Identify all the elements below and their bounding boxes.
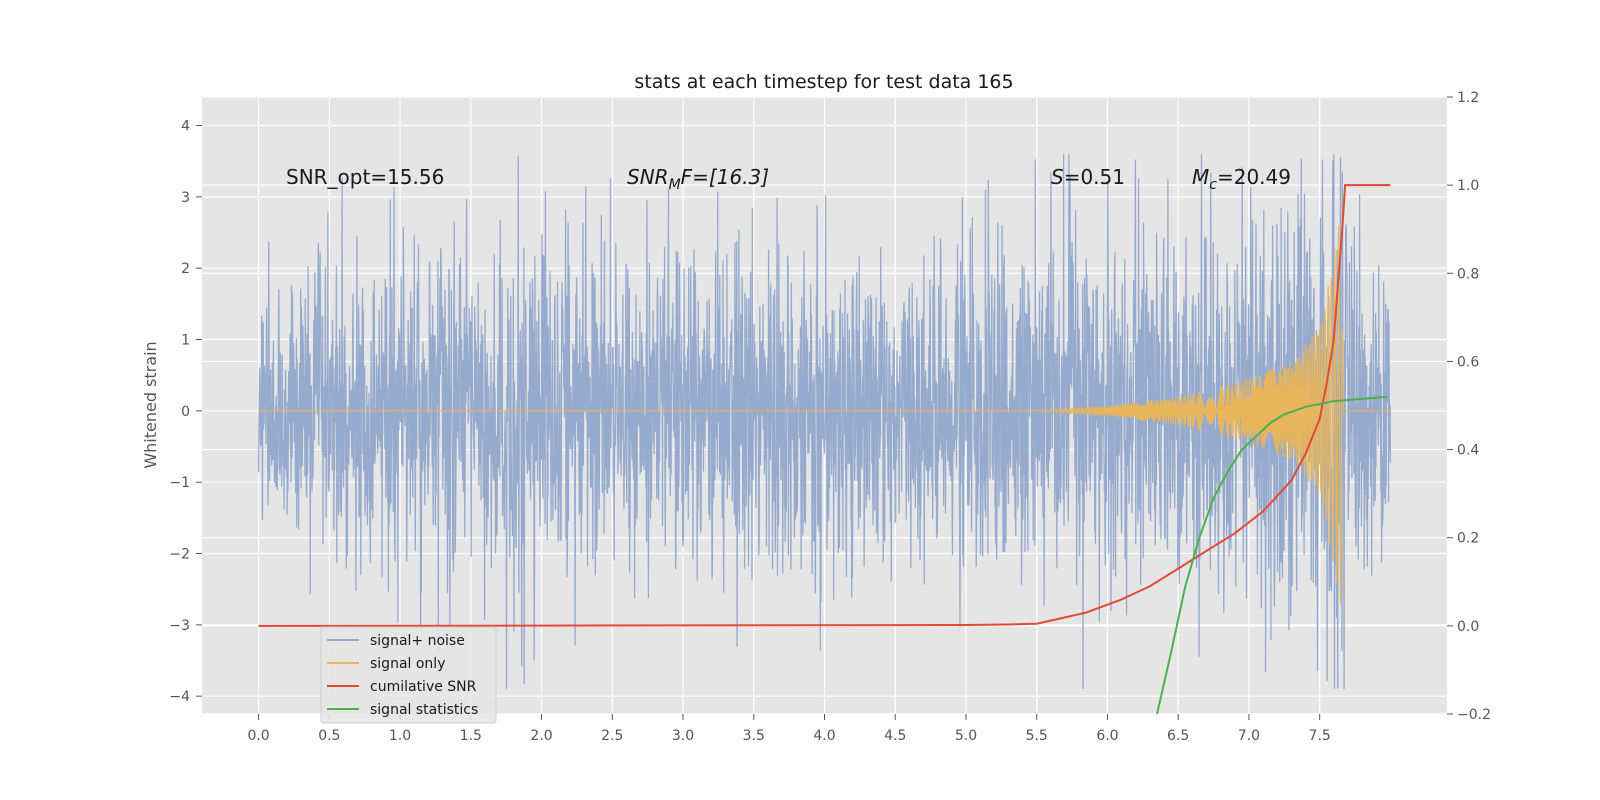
- y-tick-label: −2: [169, 547, 190, 563]
- x-tick-label: 4.5: [884, 728, 906, 744]
- legend-label-snr: cumilative SNR: [370, 679, 477, 695]
- legend-label-statistics: signal statistics: [370, 702, 478, 718]
- x-tick-label: 1.5: [460, 728, 482, 744]
- x-tick-label: 0.5: [318, 728, 340, 744]
- signal-only-trace: [258, 225, 1391, 604]
- y-tick-label: −1: [169, 475, 190, 491]
- annotation-mc: Mc=20.49: [1192, 165, 1291, 193]
- signal-statistics-line: [1156, 395, 1388, 715]
- annotation-snr-opt: SNR_opt=15.56: [286, 165, 444, 189]
- x-tick-label: 5.0: [955, 728, 977, 744]
- x-tick-label: 0.0: [247, 728, 269, 744]
- signal-noise-trace: [257, 154, 1392, 690]
- legend: signal+ noise signal only cumilative SNR…: [320, 626, 497, 724]
- x-tick-label: 5.5: [1026, 728, 1048, 744]
- y-tick-label: −3: [169, 618, 190, 634]
- x-tick-label: 7.0: [1238, 728, 1260, 744]
- axis-ticks: 4 3 2 1 0 −1 −2 −3 −4 1.2 1.0 0.8 0.6 0.4 0.2 0.0 −0.2 0.…: [169, 90, 1491, 744]
- y2-tick-label: 0.8: [1457, 266, 1479, 282]
- annotation-snr-mf: SNRMF=[16.3]: [627, 165, 769, 193]
- y-tick-label: 4: [181, 119, 190, 135]
- y2-tick-label: 1.2: [1457, 90, 1479, 106]
- x-tick-label: 1.0: [389, 728, 411, 744]
- annotation-s: S=0.51: [1051, 165, 1125, 189]
- y2-tick-label: 0.6: [1457, 354, 1479, 370]
- y-tick-label: 3: [181, 190, 190, 206]
- y-tick-label: 2: [181, 261, 190, 277]
- x-tick-label: 3.0: [672, 728, 694, 744]
- y2-tick-label: 1.0: [1457, 178, 1479, 194]
- y2-tick-label: 0.0: [1457, 619, 1479, 635]
- legend-box: [320, 626, 497, 724]
- y2-tick-label: 0.2: [1457, 531, 1479, 547]
- x-tick-label: 2.5: [601, 728, 623, 744]
- y-axis-label: Whitened strain: [141, 341, 160, 468]
- signal-noise-series: [257, 154, 1392, 690]
- y-tick-label: 0: [181, 404, 190, 420]
- chart-title: stats at each timestep for test data 165: [634, 71, 1013, 93]
- signal-only-series: [258, 225, 1391, 604]
- legend-label-noise: signal+ noise: [370, 633, 465, 649]
- x-tick-label: 2.0: [530, 728, 552, 744]
- x-tick-label: 6.0: [1096, 728, 1118, 744]
- x-tick-label: 3.5: [743, 728, 765, 744]
- legend-label-signal: signal only: [370, 656, 445, 672]
- y-tick-label: 1: [181, 333, 190, 349]
- y2-tick-label: −0.2: [1457, 707, 1491, 723]
- x-tick-label: 4.0: [813, 728, 835, 744]
- y2-tick-label: 0.4: [1457, 443, 1479, 459]
- y-tick-label: −4: [169, 689, 190, 705]
- cumulative-snr-line: [258, 184, 1391, 627]
- x-tick-label: 6.5: [1167, 728, 1189, 744]
- x-tick-label: 7.5: [1309, 728, 1331, 744]
